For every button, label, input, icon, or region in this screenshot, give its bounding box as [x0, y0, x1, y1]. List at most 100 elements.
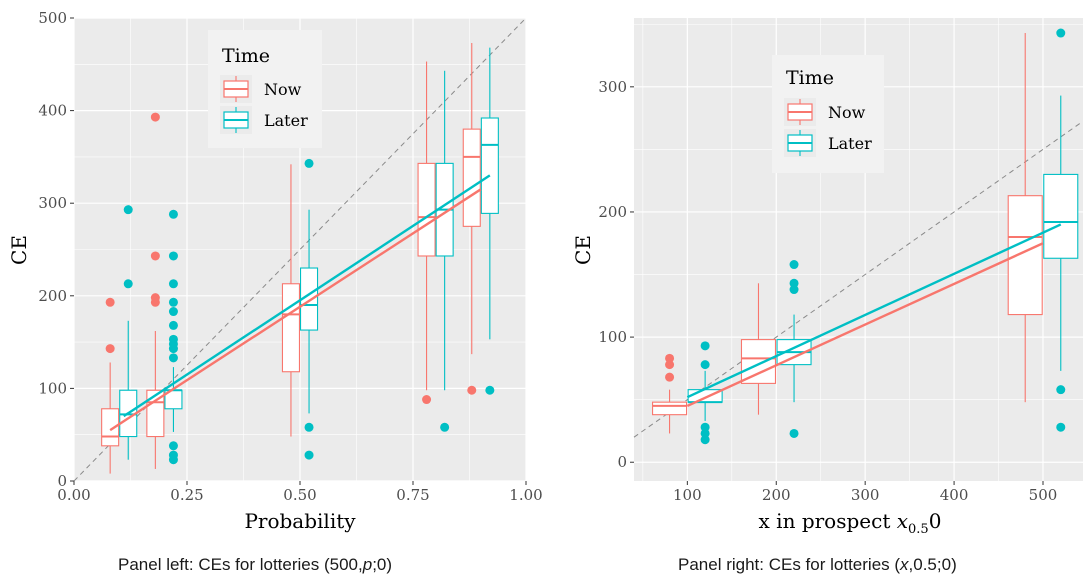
right-later-outlier: [1056, 385, 1066, 395]
left-x-tick-label: 0.00: [57, 486, 90, 504]
left-x-tick-label: 0.25: [170, 486, 203, 504]
left-later-outlier: [168, 441, 178, 451]
left-y-tick-label: 400: [38, 102, 67, 120]
left-panel: 0 100 200 300 400 500 0.00 0.25 0.50 0.75 1.00 Pr…: [7, 9, 543, 533]
left-now-outlier: [150, 293, 160, 303]
left-later-outlier: [168, 297, 178, 307]
left-now-box: [281, 283, 301, 373]
left-later-outlier: [168, 450, 178, 460]
left-later-outlier: [123, 205, 133, 215]
right-y-tick-label: 300: [598, 78, 627, 96]
left-later-outlier: [123, 279, 133, 289]
right-legend-key-later: [784, 129, 816, 157]
right-fit-lines: [686, 223, 1062, 408]
left-legend-label-later: Later: [264, 111, 308, 130]
right-now-box: [740, 339, 777, 384]
left-later-outlier: [168, 320, 178, 330]
right-x-tick-label: 100: [673, 486, 702, 504]
left-now-box: [417, 162, 436, 257]
left-later-outlier: [168, 279, 178, 289]
left-y-tick-label: 0: [57, 472, 67, 490]
right-later-outlier: [1056, 28, 1066, 38]
left-caption-suffix: ;0): [372, 555, 393, 574]
right-y-tick-labels: 0 100 200 300: [598, 78, 634, 471]
right-now-fit-line: [686, 242, 1044, 408]
right-later-outlier: [700, 422, 710, 432]
right-legend-key-now: [784, 98, 816, 126]
right-reference-line: [633, 120, 1083, 438]
right-later-outlier: [700, 341, 710, 351]
left-x-tick-labels: 0.00 0.25 0.50 0.75 1.00: [57, 481, 543, 504]
left-now-outlier: [105, 297, 115, 307]
left-later-outlier: [168, 209, 178, 219]
right-caption-suffix: ,0.5;0): [908, 555, 957, 574]
left-later-outlier: [168, 251, 178, 261]
right-later-fit-line: [686, 223, 1062, 399]
right-later-outlier: [700, 428, 710, 438]
right-legend-label-later: Later: [828, 134, 872, 153]
left-x-tick-label: 0.75: [396, 486, 429, 504]
left-y-tick-label: 200: [38, 287, 67, 305]
right-legend: Time Now Later: [772, 55, 884, 173]
left-x-axis-title: Probability: [244, 509, 356, 533]
left-y-tick-label: 300: [38, 194, 67, 212]
left-later-outlier: [440, 422, 450, 432]
right-legend-title: Time: [786, 67, 834, 89]
left-legend: Time Now Later: [208, 30, 322, 148]
right-now-outlier: [665, 360, 675, 370]
left-later-outlier: [304, 450, 314, 460]
right-panel: 0 100 200 300 100 200 300 400 500 x in prospect…: [571, 18, 1083, 537]
right-y-axis-title: CE: [571, 235, 595, 265]
left-later-outlier: [168, 307, 178, 317]
right-x-tick-labels: 100 200 300 400 500: [673, 481, 1057, 504]
right-later-outlier: [700, 360, 710, 370]
left-x-tick-label: 0.50: [283, 486, 316, 504]
right-y-tick-label: 100: [598, 328, 627, 346]
left-now-box: [462, 128, 481, 227]
right-x-tick-label: 500: [1029, 486, 1058, 504]
right-later-outlier: [789, 285, 799, 295]
right-y-tick-label: 200: [598, 203, 627, 221]
left-y-tick-labels: 0 100 200 300 400 500: [38, 9, 74, 490]
right-later-outlier: [1056, 422, 1066, 432]
right-dashed-diagonal: [633, 120, 1083, 438]
right-now-box: [1007, 195, 1043, 316]
right-y-tick-label: 0: [617, 453, 627, 471]
left-y-tick-label: 100: [38, 379, 67, 397]
right-caption-prefix: Panel right: CEs for lotteries (: [678, 555, 901, 574]
left-caption-prefix: Panel left: CEs for lotteries (500,: [118, 555, 363, 574]
left-x-tick-label: 1.00: [509, 486, 542, 504]
left-later-outlier: [304, 158, 314, 168]
left-later-fit-line: [123, 174, 491, 418]
right-caption: Panel right: CEs for lotteries (x,0.5;0): [678, 555, 957, 575]
left-now-outlier: [422, 395, 432, 405]
right-later-box: [1043, 173, 1079, 259]
right-now-outlier: [665, 353, 675, 363]
left-y-axis-title: CE: [7, 235, 31, 265]
right-boxplots: [652, 28, 1079, 445]
left-y-tick-label: 500: [38, 9, 67, 27]
left-now-outlier: [150, 112, 160, 122]
left-legend-key-later: [220, 106, 252, 134]
right-legend-label-now: Now: [828, 103, 866, 122]
left-later-outlier: [168, 353, 178, 363]
left-caption: Panel left: CEs for lotteries (500,p;0): [118, 555, 392, 575]
right-later-outlier: [789, 428, 799, 438]
right-now-box: [652, 401, 688, 416]
right-caption-var: x: [900, 555, 909, 574]
left-fit-lines: [109, 174, 491, 432]
left-later-box: [480, 117, 499, 214]
right-x-axis-title: x in prospect x0.50: [759, 509, 942, 537]
left-legend-title: Time: [222, 45, 270, 67]
right-x-tick-label: 300: [851, 486, 880, 504]
right-later-outlier: [789, 260, 799, 270]
right-later-outlier: [700, 435, 710, 445]
left-later-outlier: [304, 422, 314, 432]
left-now-outlier: [150, 251, 160, 261]
right-x-tick-label: 200: [762, 486, 791, 504]
left-caption-var: p: [362, 555, 373, 574]
right-later-outlier: [789, 278, 799, 288]
right-now-outlier: [665, 372, 675, 382]
right-x-tick-label: 400: [940, 486, 969, 504]
